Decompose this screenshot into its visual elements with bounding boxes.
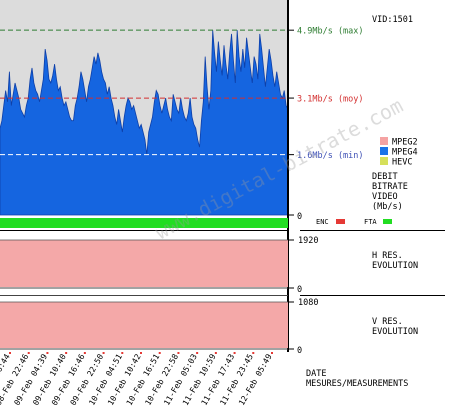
- x-tick-mark: [27, 352, 30, 354]
- v-res-title-line: EVOLUTION: [372, 327, 418, 337]
- legend-swatch-hevc: [380, 157, 388, 165]
- reference-label-min: 1.6Mb/s (min): [297, 151, 364, 161]
- x-tick-mark: [46, 352, 49, 354]
- legend-swatch-mpeg4: [380, 147, 388, 155]
- y-axis-title-line: (Mb/s): [372, 202, 403, 212]
- reference-label-max: 4.9Mb/s (max): [297, 27, 364, 37]
- y-axis-title-line: VIDEO: [372, 192, 398, 202]
- x-tick-mark: [102, 352, 105, 354]
- h-res-bar: [0, 240, 288, 287]
- legend-swatch-mpeg2: [380, 137, 388, 145]
- series-area-mpeg4: [0, 30, 289, 216]
- fta-swatch: [383, 219, 392, 224]
- v-res-bar: [0, 302, 288, 348]
- v-res-panel: 1080 0: [0, 295, 318, 356]
- legend-label-hevc: HEVC: [392, 158, 412, 168]
- v-res-title-line: V RES.: [372, 317, 403, 327]
- encryption-bar: [0, 218, 288, 228]
- vid-label: VID:1501: [372, 15, 413, 25]
- x-tick-mark: [252, 352, 255, 354]
- legend-label-mpeg2: MPEG2: [392, 138, 418, 148]
- y-axis-title-line: BITRATE: [372, 182, 408, 192]
- enc-label: ENC: [316, 218, 329, 226]
- x-tick-mark: [83, 352, 86, 354]
- x-tick-mark: [65, 352, 68, 354]
- x-tick-mark: [121, 352, 124, 354]
- x-tick-mark: [140, 352, 142, 354]
- enc-swatch: [336, 219, 345, 224]
- bitrate-panel: 4.9Mb/s (max) 3.1Mb/s (moy) 1.6Mb/s (min) 0: [0, 0, 364, 352]
- zero-tick-label: 0: [297, 212, 302, 222]
- h-res-title-line: EVOLUTION: [372, 261, 418, 271]
- h-res-zero-label: 0: [297, 285, 302, 295]
- x-tick-mark: [233, 352, 236, 354]
- x-tick-mark: [271, 352, 273, 354]
- x-tick-mark: [214, 352, 217, 354]
- x-tick-mark: [177, 352, 180, 354]
- h-res-title-line: H RES.: [372, 251, 403, 261]
- x-tick-mark: [196, 352, 199, 354]
- x-tick-mark: [9, 352, 11, 354]
- h-res-value-label: 1920: [298, 236, 318, 246]
- x-axis-title-line: DATE: [306, 369, 326, 379]
- h-res-panel: 1920 0: [0, 236, 318, 295]
- x-axis-title-line: MESURES/MEASUREMENTS: [306, 379, 408, 389]
- v-res-zero-label: 0: [297, 346, 302, 356]
- y-axis-title-line: DEBIT: [372, 172, 398, 182]
- reference-label-moy: 3.1Mb/s (moy): [297, 95, 364, 105]
- legend-label-mpeg4: MPEG4: [392, 148, 418, 158]
- encryption-band: [0, 218, 288, 231]
- x-tick-mark: [158, 352, 161, 354]
- fta-label: FTA: [364, 218, 377, 226]
- v-res-value-label: 1080: [298, 298, 318, 308]
